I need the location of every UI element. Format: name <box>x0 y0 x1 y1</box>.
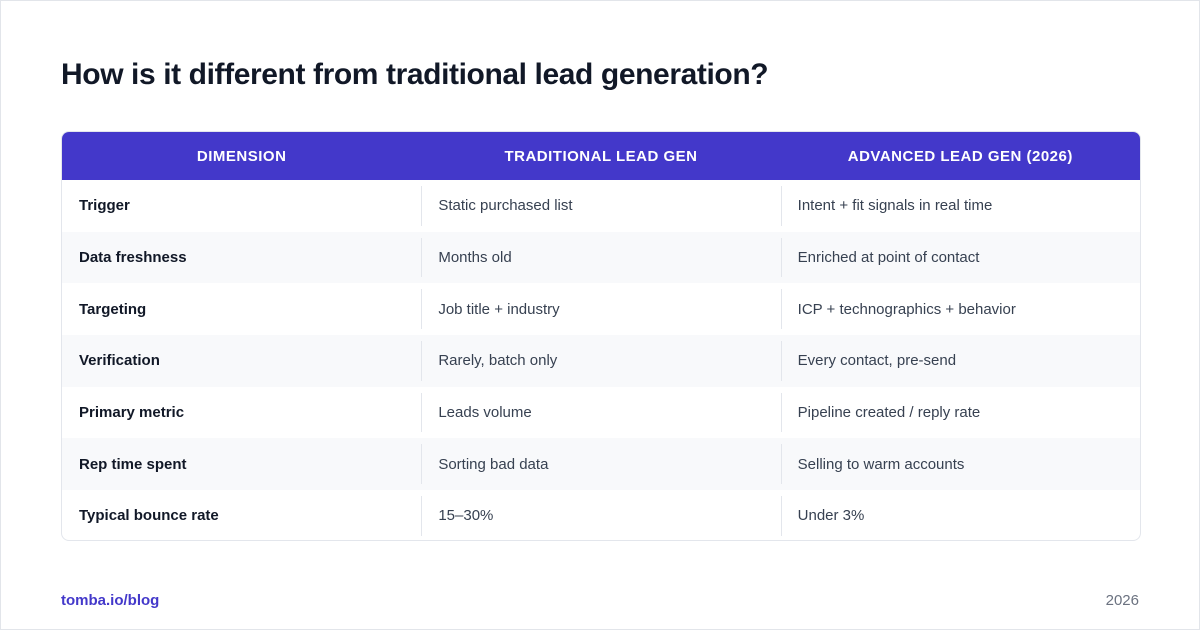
traditional-cell: Sorting bad data <box>421 438 780 490</box>
header-advanced: ADVANCED LEAD GEN (2026) <box>847 147 1073 165</box>
table-row: Trigger Static purchased list Intent + f… <box>62 180 1140 232</box>
advanced-cell: Pipeline created / reply rate <box>780 387 1140 439</box>
table-row: Verification Rarely, batch only Every co… <box>62 335 1140 387</box>
advanced-cell: Intent + fit signals in real time <box>780 180 1140 232</box>
traditional-cell: Static purchased list <box>421 180 780 232</box>
traditional-cell: Job title + industry <box>421 283 780 335</box>
advanced-cell: Under 3% <box>780 490 1140 540</box>
header-dimension: DIMENSION <box>196 147 287 165</box>
advanced-cell: ICP + technographics + behavior <box>780 283 1140 335</box>
dimension-cell: Typical bounce rate <box>79 507 219 525</box>
page-title: How is it different from traditional lea… <box>61 58 769 91</box>
table-row: Typical bounce rate 15–30% Under 3% <box>62 490 1140 540</box>
advanced-cell: Enriched at point of contact <box>780 232 1140 284</box>
table-header: DIMENSION TRADITIONAL LEAD GEN ADVANCED … <box>62 132 1140 180</box>
table-row: Data freshness Months old Enriched at po… <box>62 231 1140 284</box>
advanced-cell: Every contact, pre-send <box>780 335 1140 387</box>
dimension-cell: Verification <box>79 352 160 370</box>
dimension-cell: Primary metric <box>79 404 185 422</box>
traditional-cell: Leads volume <box>421 387 780 439</box>
table-row: Rep time spent Sorting bad data Selling … <box>62 438 1140 491</box>
traditional-cell: Rarely, batch only <box>421 335 780 387</box>
header-traditional: TRADITIONAL LEAD GEN <box>504 147 698 165</box>
dimension-cell: Rep time spent <box>79 455 187 473</box>
blog-link[interactable]: tomba.io/blog <box>61 592 160 609</box>
table-row: Primary metric Leads volume Pipeline cre… <box>62 387 1140 439</box>
dimension-cell: Data freshness <box>79 249 187 267</box>
dimension-cell: Targeting <box>79 300 147 318</box>
traditional-cell: Months old <box>421 232 780 284</box>
comparison-table: DIMENSION TRADITIONAL LEAD GEN ADVANCED … <box>61 131 1141 541</box>
footer-year: 2026 <box>1105 592 1139 609</box>
table-row: Targeting Job title + industry ICP + tec… <box>62 283 1140 335</box>
traditional-cell: 15–30% <box>421 490 780 540</box>
advanced-cell: Selling to warm accounts <box>780 438 1140 490</box>
dimension-cell: Trigger <box>79 197 130 215</box>
table-body: Trigger Static purchased list Intent + f… <box>62 180 1140 540</box>
